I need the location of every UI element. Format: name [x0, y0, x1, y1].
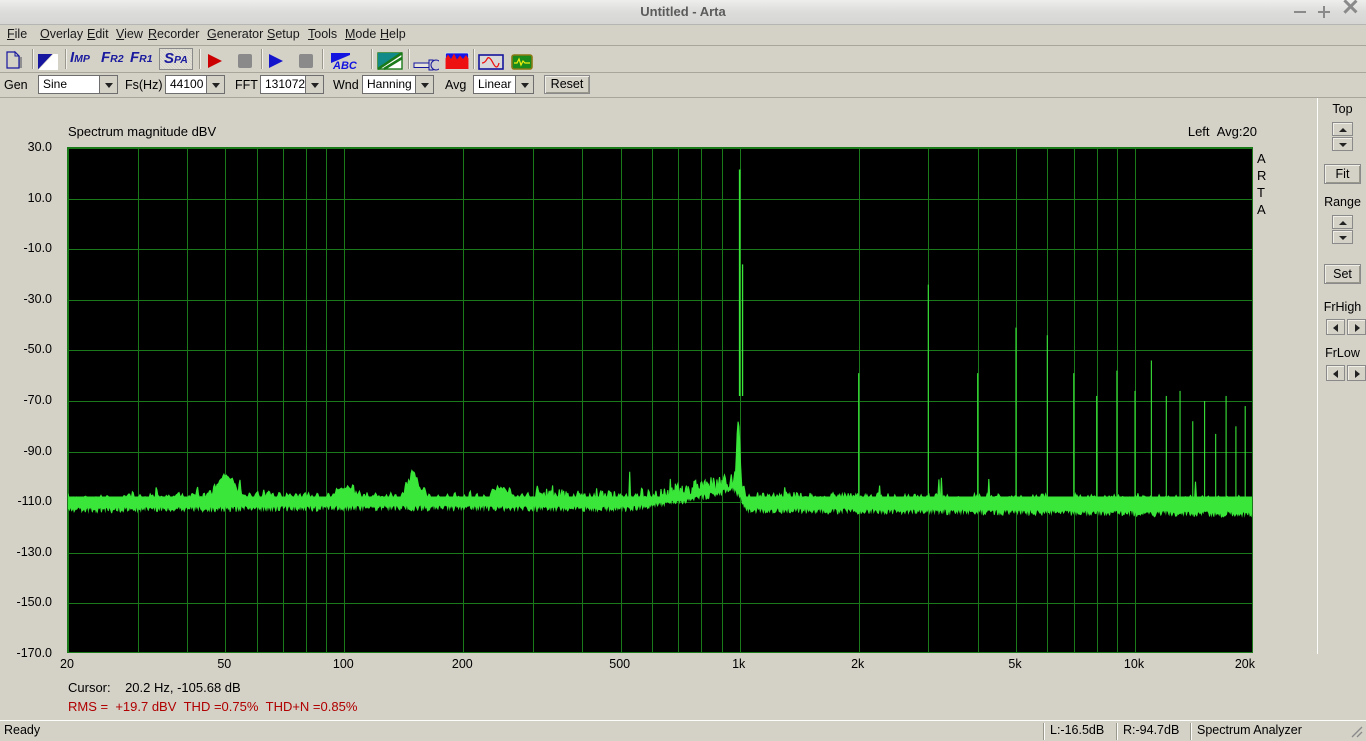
svg-text:ABC: ABC — [332, 60, 358, 72]
